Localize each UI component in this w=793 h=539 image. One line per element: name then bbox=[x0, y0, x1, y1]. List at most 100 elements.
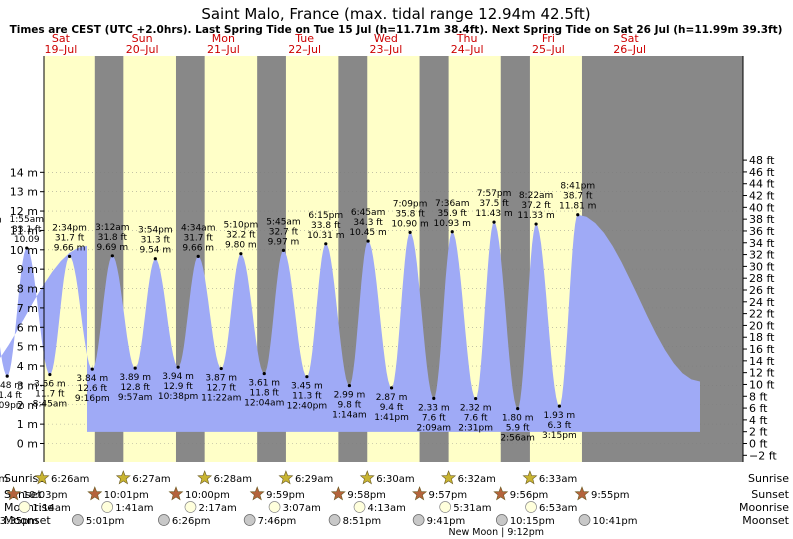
low-tide-point bbox=[347, 383, 352, 388]
sunrise-icon bbox=[197, 470, 213, 485]
right-tick-label: 22 ft bbox=[749, 308, 775, 321]
day-date: 20–Jul bbox=[126, 43, 159, 56]
right-tick-label: 4 ft bbox=[749, 414, 768, 427]
moonrise-time: 2:17am bbox=[198, 503, 236, 514]
low-tide-metres: 1.80 m bbox=[502, 414, 534, 424]
right-tick-label: 6 ft bbox=[749, 402, 768, 415]
high-tide-point bbox=[153, 257, 157, 261]
high-tide-metres: 9.69 m bbox=[96, 243, 128, 253]
right-tick-label: 32 ft bbox=[749, 249, 775, 262]
sunrise-time: 6:26am bbox=[51, 474, 89, 485]
right-tick-label: 36 ft bbox=[749, 225, 775, 238]
day-name: Wed bbox=[374, 32, 398, 45]
right-tick-label: 26 ft bbox=[749, 284, 775, 297]
high-tide-metres: 9.80 m bbox=[225, 241, 257, 251]
moonset-row-label-left: Moonset bbox=[4, 514, 51, 527]
low-tide-time: 9:57am bbox=[118, 393, 153, 403]
high-tide-time: 7:09pm bbox=[393, 199, 428, 209]
low-tide-metres: 2.32 m bbox=[460, 404, 492, 414]
low-tide-feet: 11.3 ft bbox=[292, 392, 322, 402]
moonset-time: 10:41pm bbox=[593, 516, 638, 527]
sunset-time: 10:00pm bbox=[185, 490, 230, 501]
moonrise-icon bbox=[101, 501, 114, 513]
right-tick-label: 14 ft bbox=[749, 355, 775, 368]
moonset-time: 9:41pm bbox=[427, 516, 466, 527]
right-tick-label: 24 ft bbox=[749, 296, 775, 309]
high-tide-time: 1:55am bbox=[10, 215, 45, 225]
low-tide-time: 10:38pm bbox=[158, 392, 198, 402]
low-tide-feet: 7.6 ft bbox=[464, 414, 488, 424]
high-tide-point bbox=[281, 248, 286, 252]
low-tide-feet: 11.8 ft bbox=[250, 389, 280, 399]
right-tick-label: 38 ft bbox=[749, 213, 775, 226]
sunset-row-label-right: Sunset bbox=[751, 488, 789, 501]
moonrise-icon bbox=[439, 501, 452, 513]
moonrise-time: 5:31am bbox=[453, 503, 491, 514]
right-tick-label: 34 ft bbox=[749, 237, 775, 250]
left-tick-label: 5 m bbox=[17, 341, 38, 354]
sunset-time: 9:56pm bbox=[510, 490, 549, 501]
day-name: Fri bbox=[542, 32, 555, 45]
sunset-icon bbox=[574, 486, 590, 501]
high-tide-time: 7:57pm bbox=[477, 189, 512, 199]
sunset-time: 9:58pm bbox=[347, 490, 386, 501]
sunrise-time: 6:25am bbox=[0, 474, 8, 485]
moonrise-icon bbox=[18, 501, 31, 513]
high-tide-point bbox=[450, 230, 454, 234]
moonrise-time: 6:53am bbox=[539, 503, 577, 514]
low-tide-metres: 3.87 m bbox=[205, 374, 237, 384]
low-tide-metres: 3.94 m bbox=[162, 372, 194, 382]
sunset-icon bbox=[249, 486, 265, 501]
low-tide-feet: 11.7 ft bbox=[35, 390, 65, 400]
high-tide-point bbox=[408, 230, 412, 234]
sunrise-icon bbox=[34, 470, 50, 485]
moonset-time: 7:46pm bbox=[258, 516, 297, 527]
low-tide-metres: 3.84 m bbox=[76, 374, 108, 384]
right-tick-label: 20 ft bbox=[749, 319, 775, 332]
left-tick-label: 4 m bbox=[17, 360, 38, 373]
moonset-icon bbox=[243, 514, 256, 526]
high-tide-feet: 35.8 ft bbox=[395, 209, 425, 219]
low-tide-point bbox=[432, 396, 436, 400]
sunrise-time: 6:32am bbox=[458, 474, 496, 485]
sunrise-icon bbox=[115, 470, 131, 485]
right-tick-label: −2 ft bbox=[749, 449, 777, 462]
low-tide-point bbox=[176, 365, 180, 369]
high-tide-time: 8:22am bbox=[519, 191, 554, 201]
right-tick-label: 16 ft bbox=[749, 343, 775, 356]
axes: 0 m 1 m 2 m 3 m 4 m 5 m 6 m 7 m 8 m 9 m 10 m 11 m 12… bbox=[10, 56, 777, 462]
low-tide-point bbox=[262, 371, 266, 376]
day-date: 19–Jul bbox=[44, 43, 77, 56]
sunset-icon bbox=[6, 486, 22, 501]
low-tide-point bbox=[557, 404, 561, 408]
sunrise-time: 6:29am bbox=[295, 474, 333, 485]
high-tide-metres: 9.97 m bbox=[268, 237, 300, 247]
tide-curve bbox=[0, 214, 700, 432]
low-tide-time: 9:16pm bbox=[75, 394, 110, 404]
low-tide-point bbox=[90, 367, 94, 371]
high-tide-feet: 32.2 ft bbox=[226, 231, 256, 241]
low-tide-time: 1:41pm bbox=[374, 413, 409, 423]
low-tide-time: 12:04am bbox=[244, 399, 284, 409]
left-tick-label: 13 m bbox=[10, 186, 38, 199]
moonrise-icon bbox=[184, 501, 197, 513]
low-tide-time: 8:45am bbox=[33, 400, 68, 410]
right-tick-label: 0 ft bbox=[749, 438, 768, 451]
low-tide-feet: 9.8 ft bbox=[338, 401, 362, 411]
high-tide-metres: 10.09 bbox=[14, 235, 40, 245]
low-tide-feet: 6.3 ft bbox=[548, 421, 572, 431]
low-tide-point bbox=[389, 386, 394, 390]
low-tide-time: 2:56am bbox=[500, 434, 535, 444]
high-tide-metres: 9.66 m bbox=[182, 243, 214, 253]
right-tick-label: 28 ft bbox=[749, 272, 775, 285]
low-tide-metres: 3.89 m bbox=[119, 373, 151, 383]
day-date: 25–Jul bbox=[532, 43, 565, 56]
low-tide-metres: 3.61 m bbox=[248, 379, 280, 389]
sunrise-icon bbox=[278, 470, 294, 485]
day-name: Sun bbox=[132, 32, 153, 45]
high-tide-feet: 33.1 ft bbox=[12, 225, 42, 235]
right-tick-label: 30 ft bbox=[749, 260, 775, 273]
moonrise-row-label-right: Moonrise bbox=[739, 501, 789, 514]
low-tide-feet: 9.4 ft bbox=[380, 403, 404, 413]
low-tide-metres: 2.87 m bbox=[376, 393, 408, 403]
